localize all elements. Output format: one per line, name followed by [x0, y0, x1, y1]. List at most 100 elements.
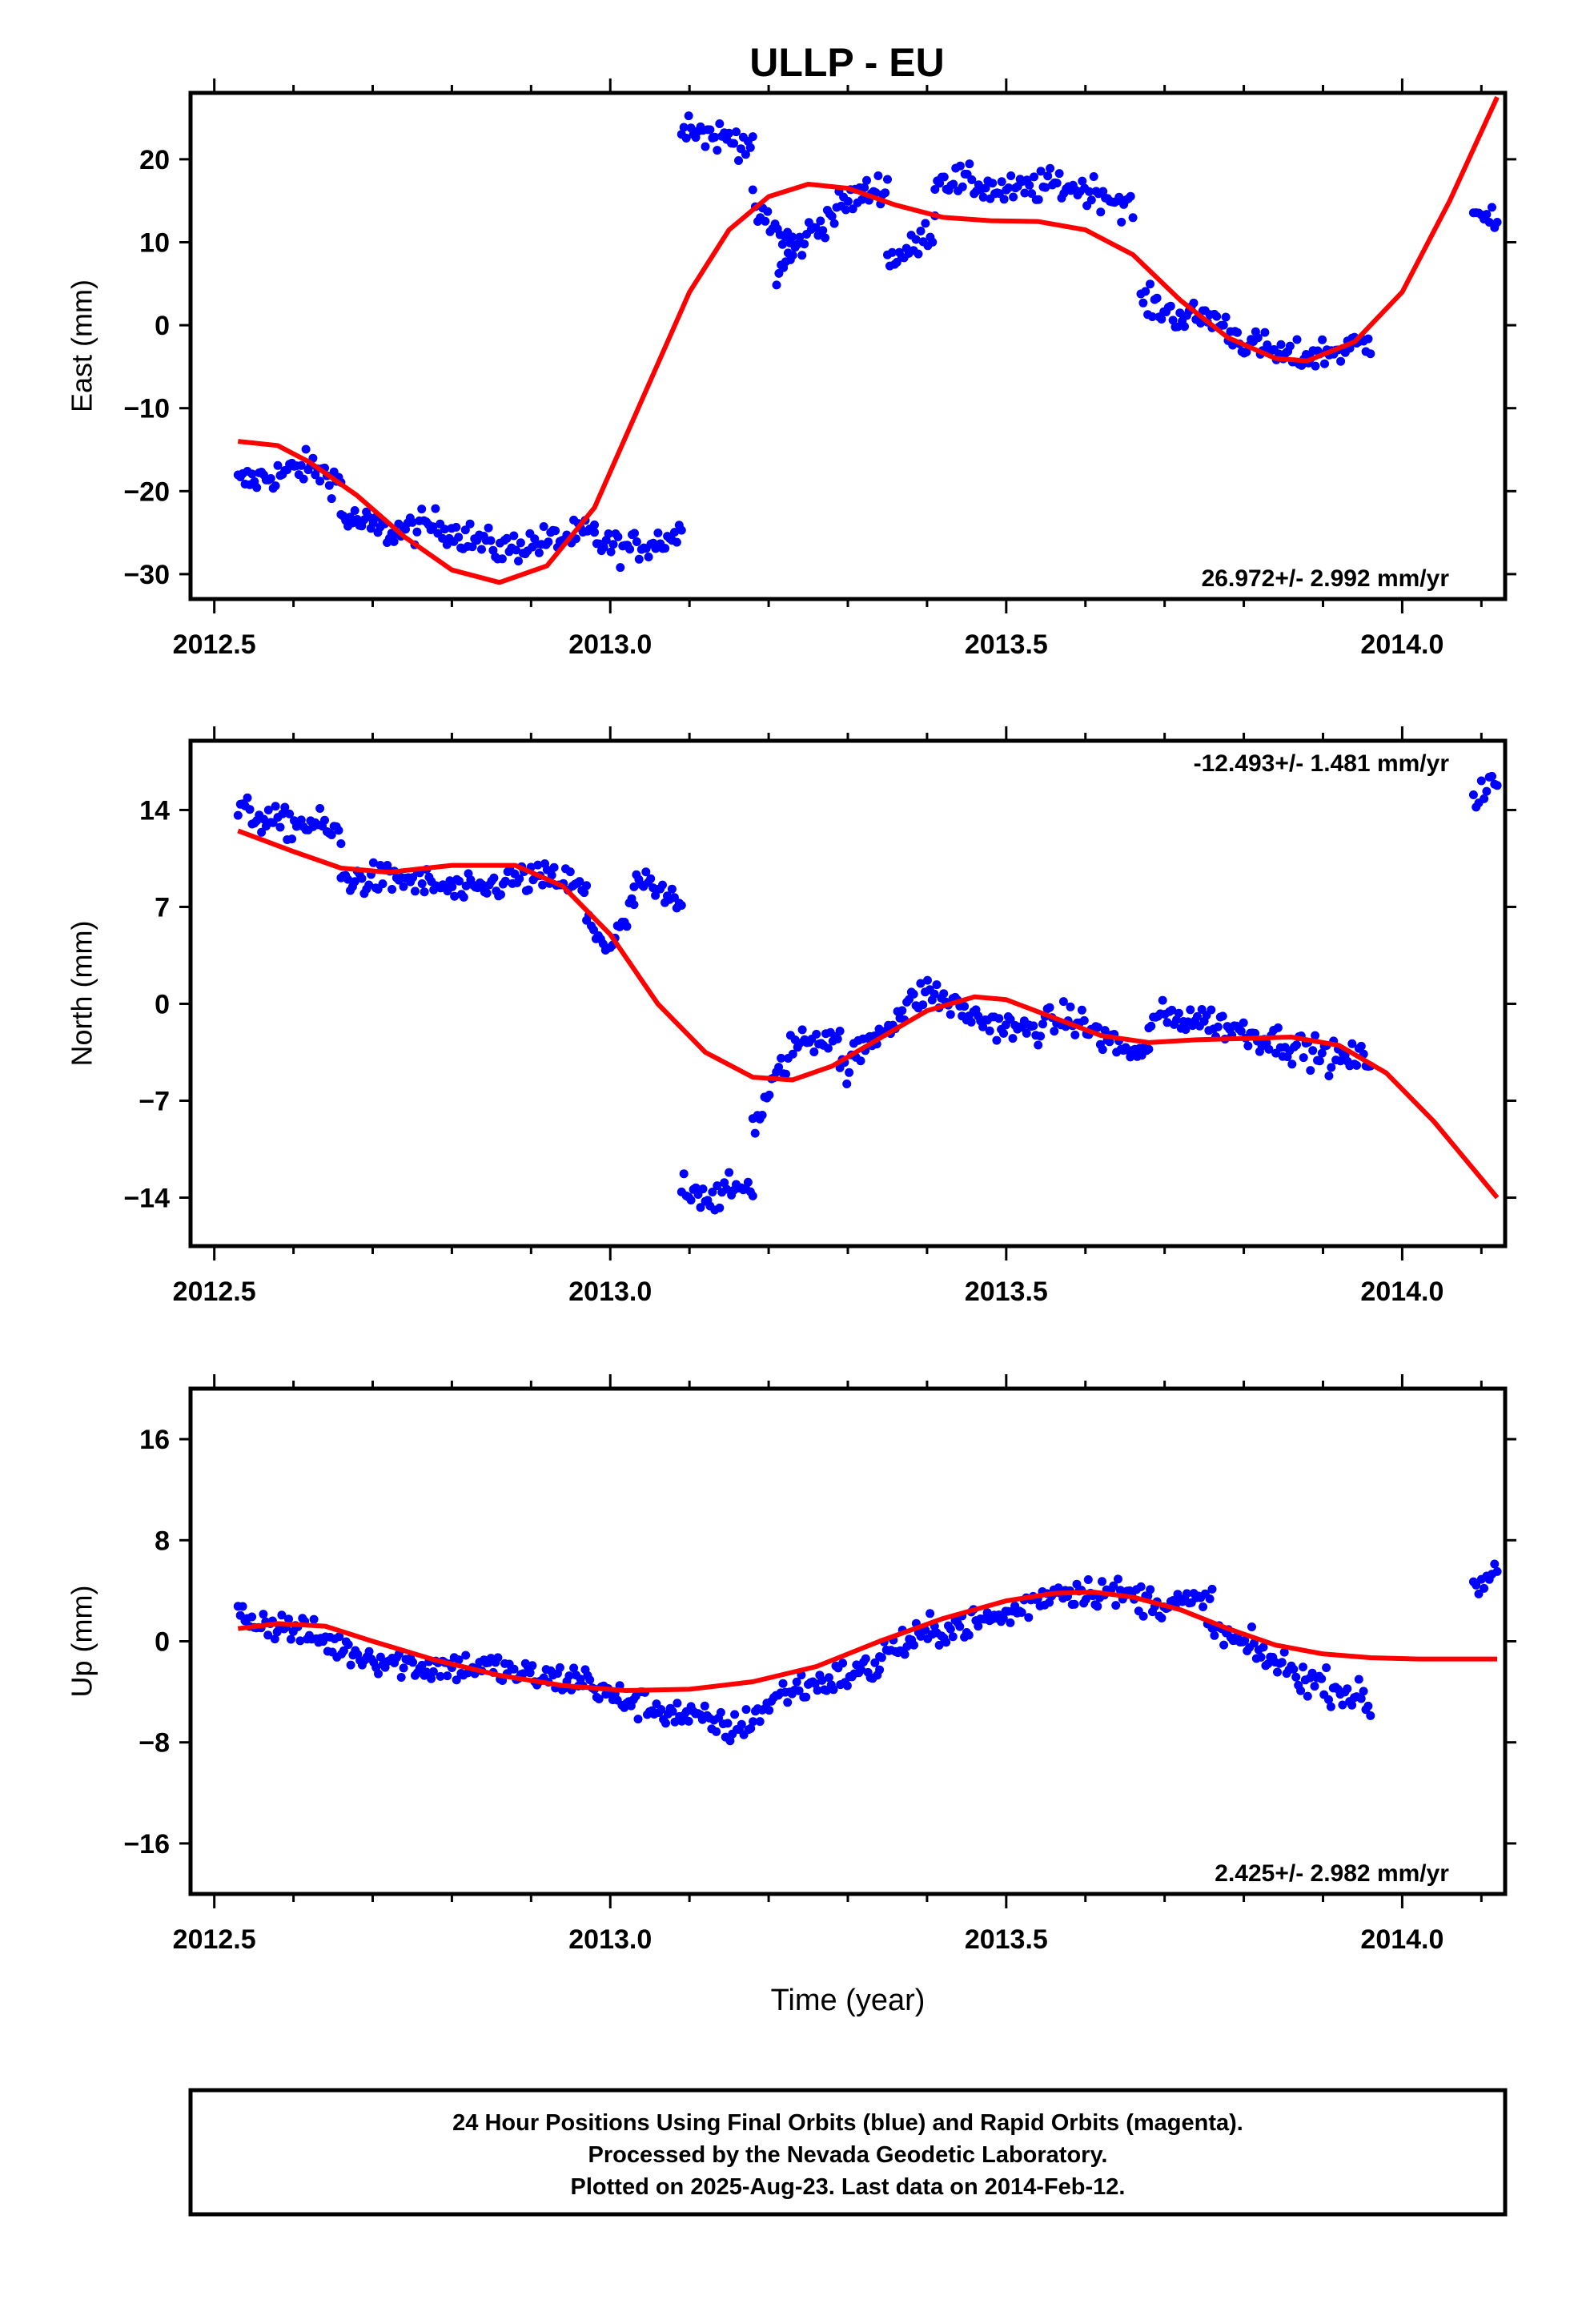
east-y-tick-label: 20 — [139, 145, 170, 175]
up-data-point — [673, 1699, 682, 1708]
north-data-point — [1207, 1005, 1216, 1015]
east-data-point — [1138, 298, 1148, 308]
north-data-point — [343, 875, 353, 884]
north-data-point — [1146, 1021, 1156, 1031]
east-data-point — [965, 159, 974, 169]
east-data-point — [1126, 191, 1135, 201]
north-data-point — [1045, 1003, 1054, 1012]
up-data-point — [1273, 1667, 1282, 1677]
east-data-point — [1221, 312, 1231, 322]
north-data-point — [1327, 1063, 1336, 1072]
east-data-point — [1168, 316, 1178, 325]
east-data-point — [1004, 183, 1014, 192]
east-data-point — [301, 444, 311, 454]
north-x-tick-label: 2013.5 — [965, 1277, 1048, 1307]
north-data-point — [845, 1068, 854, 1077]
up-data-point — [838, 1659, 848, 1668]
up-data-point — [1138, 1611, 1148, 1621]
up-data-point — [1359, 1687, 1368, 1696]
east-data-point — [1025, 180, 1034, 190]
east-data-point — [1233, 328, 1242, 337]
north-data-point — [1476, 776, 1486, 786]
east-data-point — [327, 494, 336, 504]
north-points — [233, 771, 1502, 1215]
north-data-point — [524, 885, 533, 895]
east-data-point — [1147, 312, 1157, 321]
up-data-point — [263, 1630, 273, 1640]
east-data-point — [930, 185, 940, 194]
east-data-point — [271, 481, 280, 491]
east-data-point — [497, 554, 507, 564]
caption-box: 24 Hour Positions Using Final Orbits (bl… — [188, 2088, 1508, 2217]
up-data-point — [1310, 1682, 1319, 1691]
north-data-point — [1287, 1059, 1297, 1069]
east-data-point — [1482, 210, 1492, 219]
east-data-point — [848, 204, 857, 214]
up-data-point — [964, 1630, 974, 1640]
up-data-point — [1111, 1601, 1121, 1610]
north-data-point — [1480, 794, 1489, 803]
east-data-point — [632, 537, 641, 546]
up-data-point — [417, 1660, 427, 1670]
east-data-point — [551, 526, 560, 536]
up-data-point — [1098, 1577, 1106, 1586]
up-data-point — [1017, 1608, 1026, 1617]
up-data-point — [408, 1658, 418, 1667]
east-data-point — [1036, 167, 1046, 176]
north-data-point — [245, 805, 255, 814]
east-data-point — [1212, 312, 1222, 321]
north-data-point — [946, 1010, 955, 1019]
north-data-point — [1306, 1066, 1315, 1076]
north-data-point — [1292, 1040, 1301, 1050]
east-x-ticks: 2012.5 2013.0 2013.5 2014.0 — [173, 78, 1483, 660]
east-data-point — [412, 527, 422, 537]
east-data-point — [431, 504, 440, 513]
north-y-tick-label: 0 — [155, 989, 170, 1019]
east-data-point — [460, 525, 470, 535]
north-data-point — [315, 804, 325, 813]
east-y-tick-label: 0 — [155, 311, 170, 341]
north-data-point — [1311, 1031, 1320, 1040]
north-data-point — [1213, 1022, 1223, 1031]
up-data-point — [247, 1612, 257, 1622]
up-data-point — [1093, 1602, 1102, 1611]
east-data-point — [761, 216, 770, 226]
north-data-point — [1077, 1005, 1086, 1015]
north-data-point — [622, 922, 632, 931]
north-data-point — [812, 1029, 821, 1039]
up-data-point — [926, 1609, 935, 1618]
north-data-point — [1050, 1027, 1059, 1036]
east-data-point — [997, 177, 1006, 187]
east-data-point — [713, 146, 722, 155]
north-data-point — [1492, 781, 1502, 790]
up-data-point — [946, 1624, 955, 1634]
up-data-point — [428, 1667, 438, 1676]
east-data-point — [324, 480, 334, 490]
north-data-point — [708, 1188, 717, 1196]
east-data-point — [389, 537, 399, 546]
north-data-point — [686, 1196, 696, 1205]
north-y-ticks: −14 −7 0 7 14 — [123, 795, 1516, 1213]
east-data-point — [465, 519, 475, 529]
east-data-point — [1366, 349, 1375, 359]
north-data-point — [271, 802, 280, 811]
north-data-point — [455, 876, 464, 886]
up-data-point — [741, 1705, 751, 1715]
up-data-point — [1492, 1566, 1502, 1576]
east-data-point — [1043, 171, 1053, 181]
up-data-point — [700, 1701, 709, 1711]
east-data-point — [818, 226, 828, 235]
up-data-point — [817, 1675, 827, 1685]
up-data-point — [1356, 1694, 1366, 1703]
up-y-tick-label: 8 — [155, 1526, 170, 1556]
up-data-point — [737, 1719, 746, 1729]
east-x-tick-label: 2014.0 — [1360, 629, 1443, 660]
east-data-point — [1285, 341, 1295, 351]
north-data-point — [923, 975, 932, 985]
north-data-point — [833, 1034, 842, 1043]
up-data-point — [1279, 1647, 1289, 1657]
north-data-point — [641, 867, 651, 877]
east-data-point — [438, 533, 448, 543]
up-data-point — [286, 1634, 295, 1644]
east-data-point — [606, 547, 616, 557]
